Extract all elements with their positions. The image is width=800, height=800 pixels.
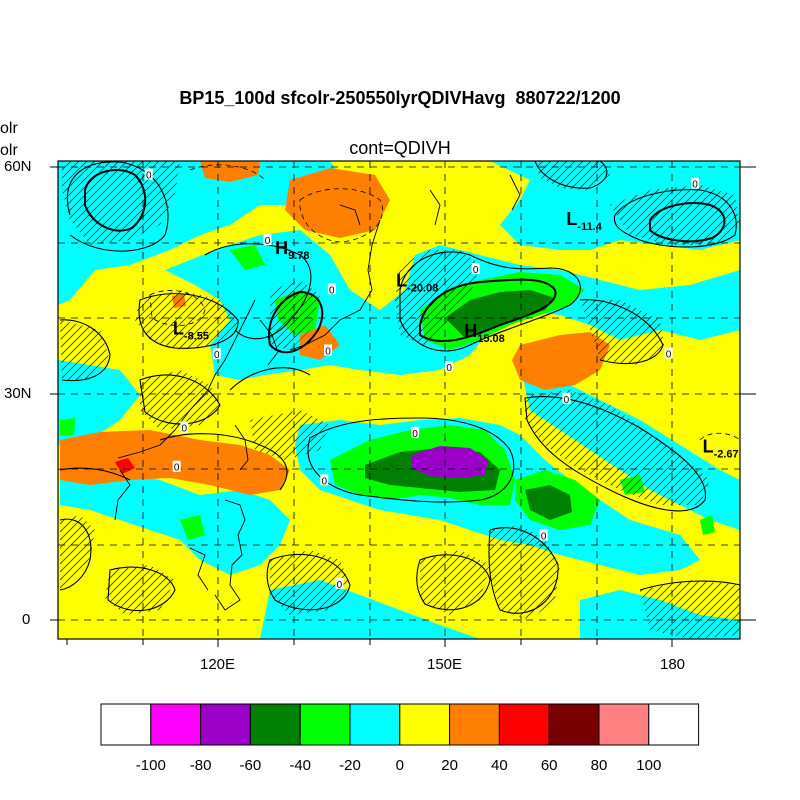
center-label-low-4: L-8.55 [173, 319, 209, 343]
svg-text:0: 0 [265, 236, 271, 247]
svg-text:0: 0 [146, 171, 152, 182]
graticule [58, 161, 740, 639]
zero-label-13: 0 [562, 392, 571, 406]
svg-text:0: 0 [325, 346, 331, 357]
svg-text:0: 0 [473, 265, 479, 276]
zero-label-5: 0 [471, 262, 480, 276]
lat-label-30n: 30N [4, 385, 32, 402]
zero-label-4: 0 [324, 344, 333, 357]
zero-label-11: 0 [411, 426, 420, 440]
color-bar-label-7: 40 [491, 757, 508, 774]
map-frame [57, 160, 741, 640]
pressure-center-labels: H9.78 L-20.08 L-11.4 H15.08 L-8.55 L-2.67 [173, 209, 739, 460]
zero-label-7: 0 [445, 361, 454, 374]
svg-text:0: 0 [321, 476, 327, 487]
contour-lines [59, 161, 740, 614]
svg-text:0: 0 [329, 285, 335, 296]
lon-label-120e: 120E [200, 656, 236, 673]
lon-label-150e: 150E [427, 656, 463, 673]
svg-text:0: 0 [214, 350, 220, 361]
lon-label-180: 180 [660, 656, 686, 673]
zero-label-14: 0 [539, 529, 548, 542]
center-label-low-2: L-11.4 [566, 209, 602, 233]
zero-label-2: 0 [327, 283, 336, 296]
zero-label-6: 0 [691, 177, 700, 191]
color-bar-label-10: 100 [636, 757, 662, 774]
hatched-regions [60, 161, 740, 639]
zero-label-15: 0 [335, 577, 344, 591]
color-bar-label-1: -80 [189, 757, 212, 774]
svg-text:0: 0 [412, 429, 418, 440]
color-bar-label-5: 0 [395, 757, 404, 774]
center-label-low-1: L-20.08 [396, 270, 438, 294]
zero-label-8: 0 [664, 347, 673, 360]
zero-label-1: 0 [263, 234, 272, 247]
svg-text:0: 0 [174, 463, 180, 474]
map-subtitle: cont=QDIVH [349, 138, 451, 158]
zero-label-9: 0 [180, 421, 189, 434]
zero-label-10: 0 [172, 460, 181, 474]
left-edge-label-1: olr [0, 120, 18, 137]
zero-label-3: 0 [212, 348, 221, 361]
svg-text:0: 0 [182, 423, 188, 434]
center-label-high-0: H9.78 [275, 238, 309, 262]
contour-zero-labels: 0 0 0 0 0 0 0 0 0 0 0 0 0 0 0 0 [144, 168, 700, 591]
color-bar-label-8: 60 [540, 757, 558, 774]
lat-label-60n: 60N [4, 158, 32, 175]
color-bar-label-0: -100 [135, 757, 166, 774]
axis-ticks [50, 166, 756, 647]
color-bar-label-4: -20 [339, 757, 361, 774]
field-purple-region [412, 446, 488, 478]
color-bar-label-6: 20 [441, 757, 458, 774]
center-label-high-3: H15.08 [464, 321, 505, 345]
lat-label-0: 0 [22, 611, 31, 628]
zero-label-12: 0 [320, 474, 329, 487]
color-bar-label-9: 80 [590, 757, 608, 774]
map-title: BP15_100d sfcolr-250550lyrQDIVHavg 88072… [179, 88, 621, 108]
center-label-low-5: L-2.67 [703, 436, 739, 460]
svg-text:0: 0 [541, 531, 547, 542]
map-plot-area [58, 161, 740, 639]
svg-text:0: 0 [446, 363, 452, 374]
svg-text:0: 0 [666, 349, 672, 360]
color-bar-label-2: -60 [239, 757, 262, 774]
zero-label-0: 0 [144, 168, 153, 182]
svg-text:0: 0 [337, 580, 343, 591]
left-edge-label-2: olr [0, 142, 18, 159]
coastlines [114, 174, 521, 611]
color-bar-label-3: -40 [289, 757, 312, 774]
svg-text:0: 0 [692, 180, 698, 191]
dashed-contour-lines [149, 164, 740, 441]
svg-text:0: 0 [564, 395, 570, 406]
